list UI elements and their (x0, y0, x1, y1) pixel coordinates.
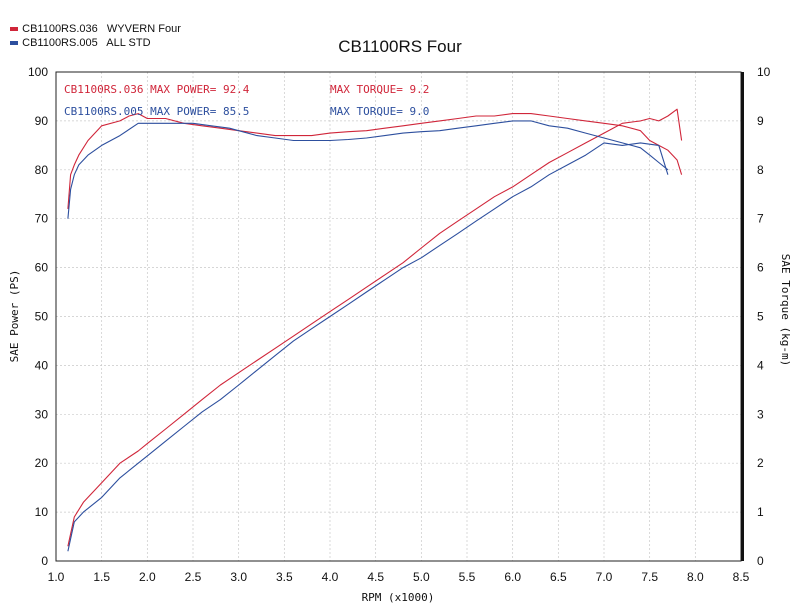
y2-axis-label: SAE Torque (kg-m) (779, 254, 792, 367)
x-tick-label: 1.5 (93, 570, 110, 584)
series-line-std-power (67, 142, 669, 552)
x-tick-labels: 1.0 1.5 2.0 2.5 3.0 3.5 4.0 4.5 5.0 5.5 6.0 6.5 7.0 7… (48, 570, 750, 584)
annotation-blue-power: CB1100RS.005 MAX POWER= 85.5 (64, 105, 249, 118)
y-tick-label: 50 (35, 310, 49, 324)
annotation-blue-torque: MAX TORQUE= 9.0 (330, 105, 429, 118)
chart-title: CB1100RS Four (338, 37, 462, 56)
y2-tick-label: 1 (757, 505, 764, 519)
y2-tick-label: 0 (757, 554, 764, 568)
x-tick-label: 2.5 (185, 570, 202, 584)
y-tick-label: 0 (41, 554, 48, 568)
y-tick-label: 90 (35, 114, 49, 128)
y-axis-label: SAE Power (PS) (8, 270, 21, 363)
y2-tick-labels: 0 1 2 3 4 5 6 7 8 9 10 (757, 65, 771, 568)
x-tick-label: 6.5 (550, 570, 567, 584)
y-tick-label: 30 (35, 407, 49, 421)
x-tick-label: 4.5 (367, 570, 384, 584)
y2-tick-label: 2 (757, 456, 764, 470)
y-tick-labels: 0 10 20 30 40 50 60 70 80 90 100 (28, 65, 48, 568)
x-tick-label: 3.5 (276, 570, 293, 584)
y2-tick-label: 9 (757, 114, 764, 128)
series-line-wyvern-torque (67, 113, 683, 209)
series-line-std-torque (67, 120, 669, 219)
y2-tick-label: 4 (757, 358, 764, 372)
legend-item-wyvern: CB1100RS.036 WYVERN Four (4, 11, 181, 35)
x-tick-label: 6.0 (504, 570, 521, 584)
x-tick-label: 8.0 (687, 570, 704, 584)
y-tick-label: 100 (28, 65, 48, 79)
chart-series (67, 108, 683, 552)
y2-tick-label: 7 (757, 212, 764, 226)
plot-border (55, 71, 742, 562)
legend-swatch-red (10, 27, 19, 32)
y2-tick-label: 8 (757, 163, 764, 177)
y-tick-label: 80 (35, 163, 49, 177)
legend-swatch-blue (10, 41, 19, 46)
x-tick-label: 5.5 (459, 570, 476, 584)
x-tick-label: 5.0 (413, 570, 430, 584)
series-line-wyvern-power (67, 108, 683, 547)
y-tick-label: 40 (35, 358, 49, 372)
chart-grid (55, 71, 742, 562)
legend-label-std: CB1100RS.005 ALL STD (22, 37, 151, 49)
y2-tick-label: 10 (757, 65, 771, 79)
y2-tick-label: 5 (757, 310, 764, 324)
y2-tick-label: 3 (757, 407, 764, 421)
x-tick-label: 7.5 (641, 570, 658, 584)
legend-item-std: CB1100RS.005 ALL STD (4, 25, 151, 49)
x-tick-label: 3.0 (230, 570, 247, 584)
right-axis-bar (741, 72, 744, 561)
y-tick-label: 20 (35, 456, 49, 470)
legend-label-wyvern: CB1100RS.036 WYVERN Four (22, 23, 181, 35)
x-tick-label: 8.5 (733, 570, 750, 584)
annotation-red-power: CB1100RS.036 MAX POWER= 92.4 (64, 83, 250, 96)
x-tick-label: 7.0 (596, 570, 613, 584)
x-tick-label: 4.0 (322, 570, 339, 584)
y-tick-label: 10 (35, 505, 49, 519)
x-tick-label: 2.0 (139, 570, 156, 584)
y-tick-label: 70 (35, 212, 49, 226)
y-tick-label: 60 (35, 261, 49, 275)
x-axis-label: RPM (x1000) (362, 591, 435, 604)
plot-frame (55, 71, 744, 562)
y2-tick-label: 6 (757, 261, 764, 275)
x-tick-label: 1.0 (48, 570, 65, 584)
annotation-red-torque: MAX TORQUE= 9.2 (330, 83, 429, 96)
